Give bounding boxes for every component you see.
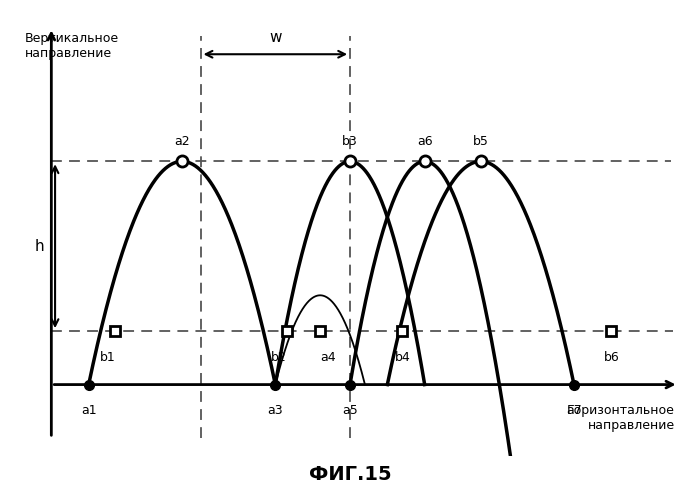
Text: b6: b6	[603, 351, 620, 364]
Text: Горизонтальное
направление: Горизонтальное направление	[567, 404, 675, 432]
Text: ФИГ.15: ФИГ.15	[309, 465, 391, 480]
Text: b4: b4	[394, 351, 410, 364]
Text: a7: a7	[566, 404, 582, 417]
Text: a6: a6	[417, 135, 433, 148]
Text: a2: a2	[174, 135, 190, 148]
Text: b5: b5	[473, 135, 489, 148]
Text: b3: b3	[342, 135, 358, 148]
Text: a5: a5	[342, 404, 358, 417]
Text: a3: a3	[267, 404, 283, 417]
Text: Вертикальное
направление: Вертикальное направление	[25, 32, 119, 60]
Text: b2: b2	[271, 351, 287, 364]
Text: b1: b1	[99, 351, 116, 364]
Text: w: w	[269, 30, 281, 45]
Text: h: h	[34, 239, 44, 254]
Text: a1: a1	[81, 404, 97, 417]
Text: a4: a4	[320, 351, 335, 364]
